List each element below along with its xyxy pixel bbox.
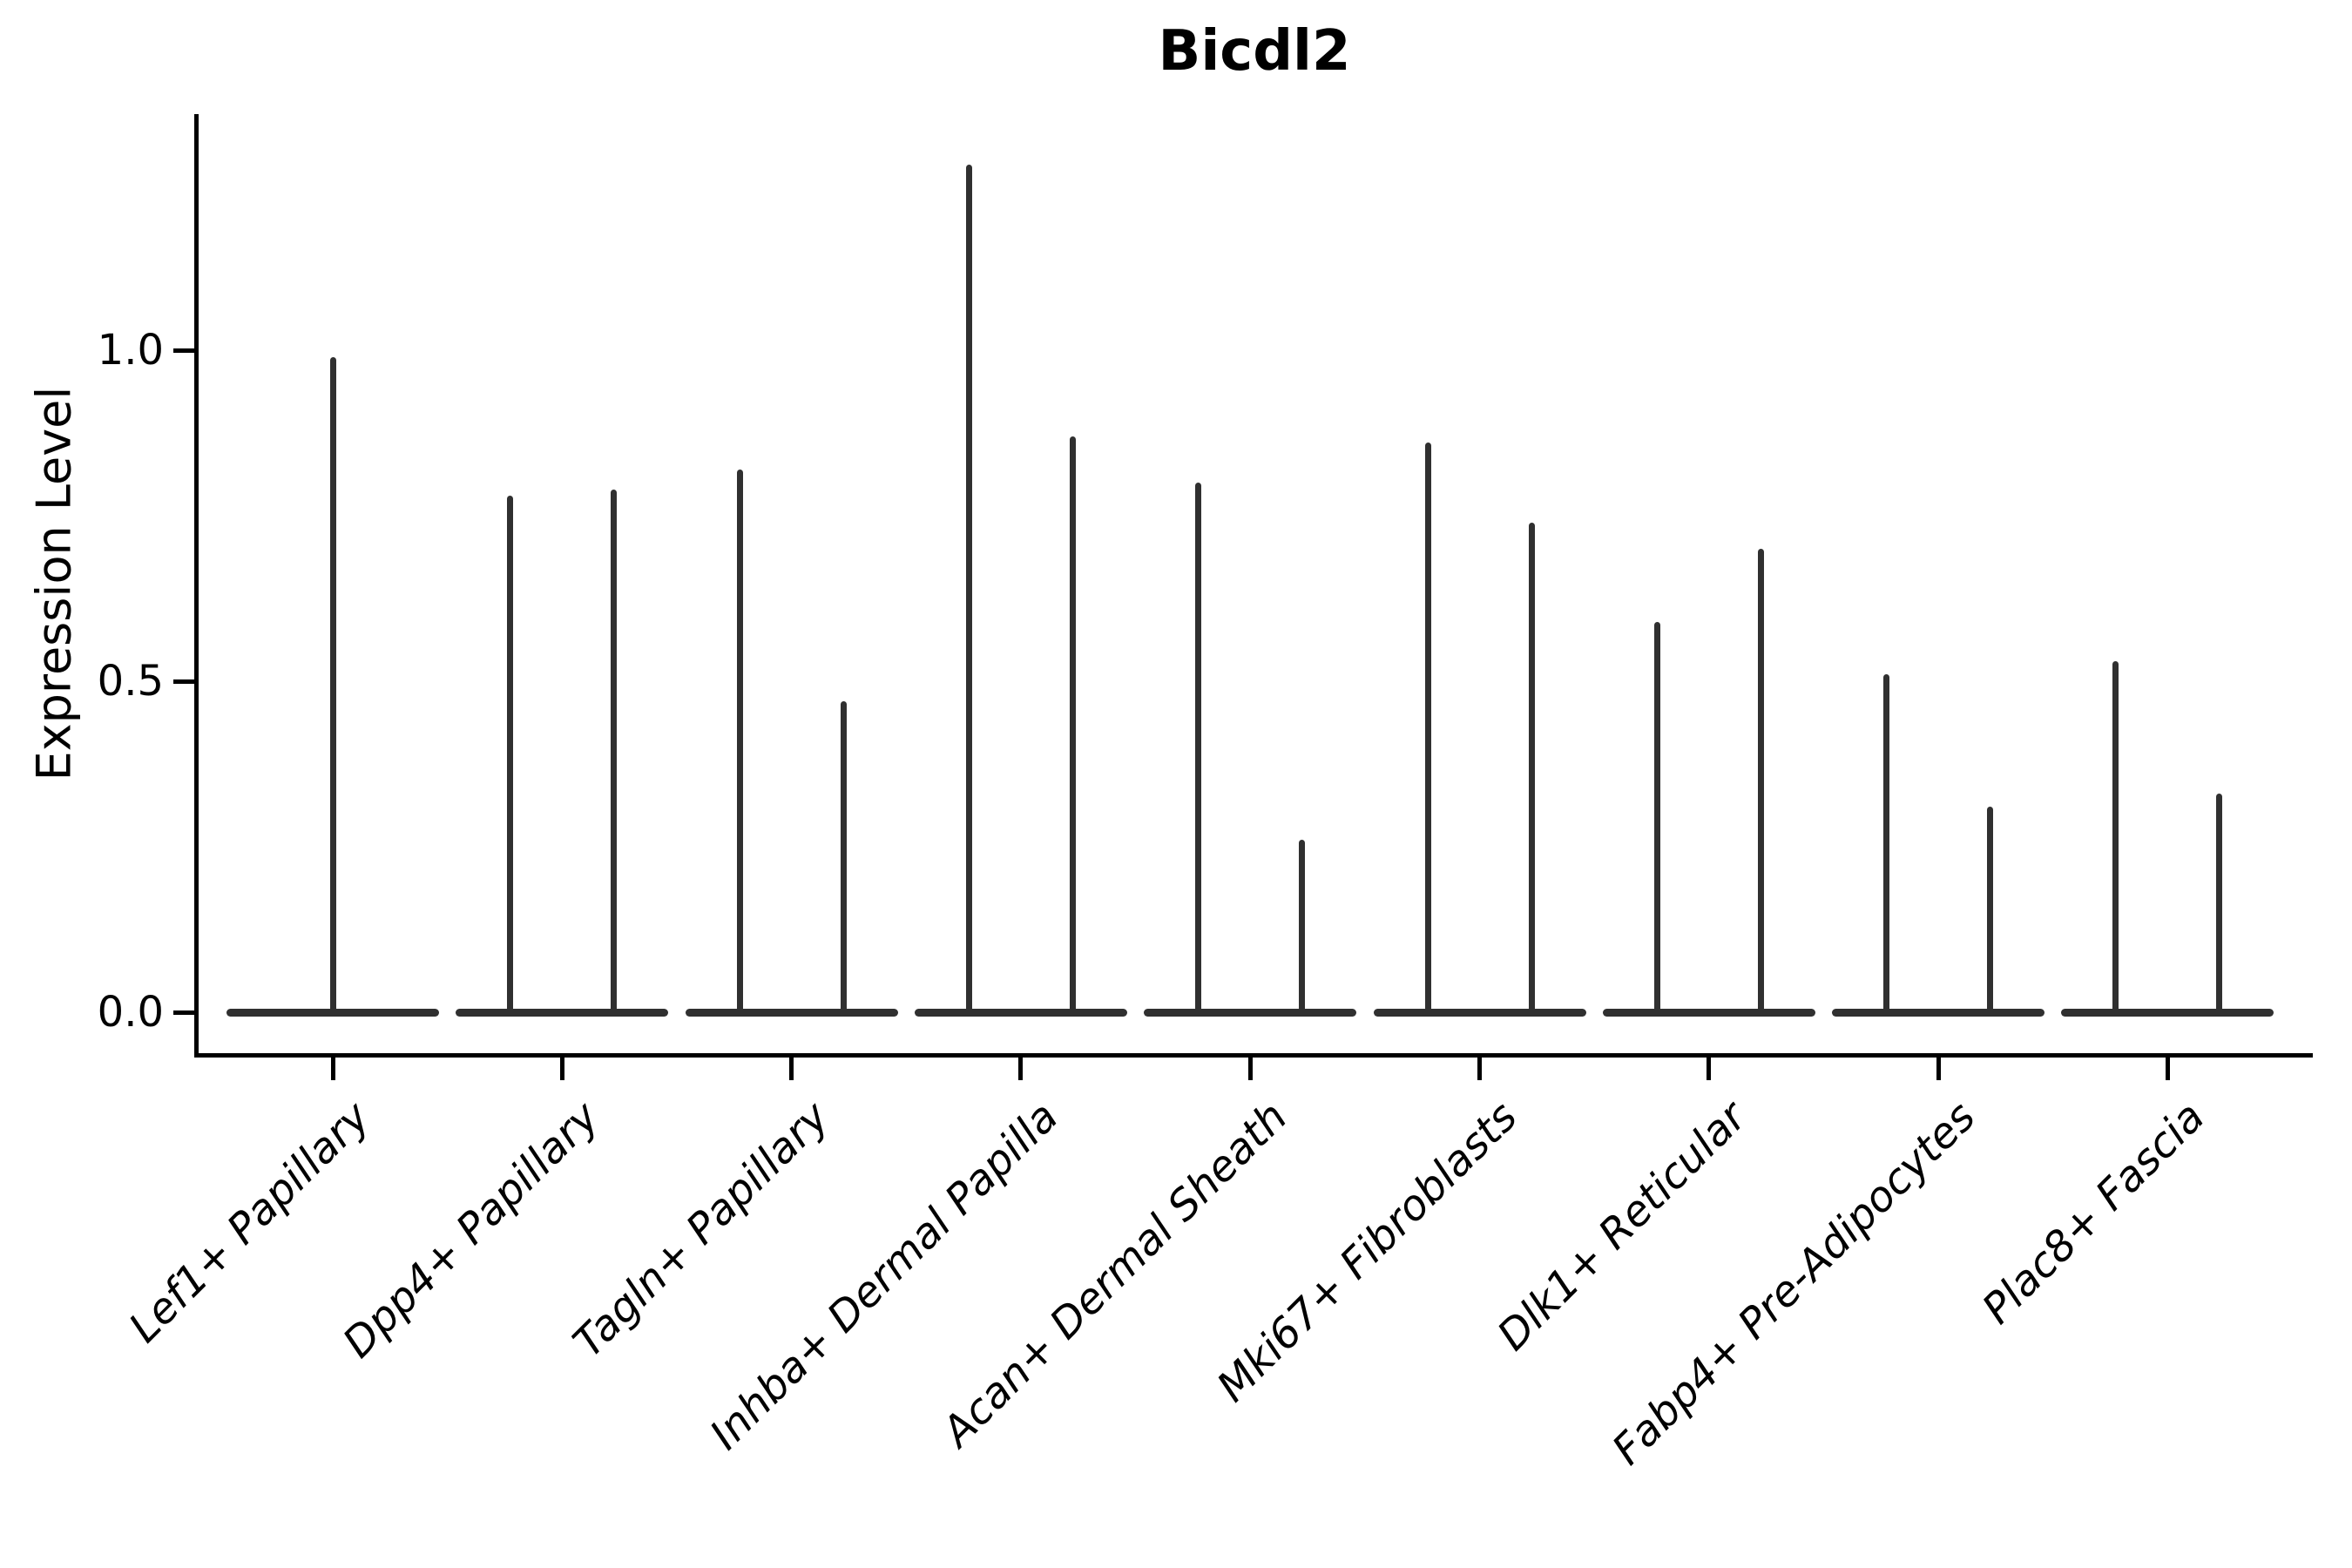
x-tick: [1247, 1058, 1253, 1080]
violin-spike: [1299, 840, 1306, 1015]
violin-spike: [1757, 549, 1764, 1015]
x-tick: [1936, 1058, 1941, 1080]
violin-base: [1832, 1008, 2045, 1017]
y-axis-spine: [194, 114, 199, 1058]
violin-spike: [1069, 436, 1076, 1015]
violin-spike: [2112, 661, 2119, 1015]
violin-base: [1602, 1008, 1815, 1017]
x-tick-label: Tagln+ Papillary: [563, 1092, 839, 1368]
x-tick: [2165, 1058, 2170, 1080]
x-axis-spine: [194, 1053, 2313, 1058]
violin-base: [2061, 1008, 2274, 1017]
violin-spike: [840, 700, 847, 1015]
x-tick: [1707, 1058, 1712, 1080]
x-tick: [789, 1058, 794, 1080]
violin-spike: [329, 356, 336, 1015]
violin-spike: [1987, 807, 1994, 1015]
x-tick-label: Dpp4+ Papillary: [334, 1092, 609, 1368]
y-tick: [173, 679, 194, 684]
x-tick: [1018, 1058, 1024, 1080]
violin-spike: [2216, 794, 2223, 1015]
y-tick-label: 0.0: [97, 988, 164, 1037]
violin-spike: [1883, 674, 1890, 1015]
violin-base: [685, 1008, 898, 1017]
violin-base: [456, 1008, 669, 1017]
violin-spike: [1424, 443, 1431, 1015]
chart-title: Bicdl2: [1158, 19, 1351, 84]
y-tick: [173, 1010, 194, 1015]
violin-spike: [507, 496, 514, 1015]
x-tick-label: Fabp4+ Pre-Adipocytes: [1603, 1092, 1985, 1475]
x-tick-label: Lef1+ Papillary: [119, 1092, 380, 1353]
violin-spike: [965, 165, 972, 1015]
violin-spike: [1195, 483, 1202, 1015]
violin-base: [1144, 1008, 1357, 1017]
y-tick-label: 1.0: [97, 326, 164, 375]
x-tick: [1477, 1058, 1482, 1080]
violin-spike: [1528, 522, 1535, 1015]
y-tick: [173, 348, 194, 353]
y-tick-label: 0.5: [97, 657, 164, 706]
violin-base: [1373, 1008, 1586, 1017]
x-tick: [330, 1058, 335, 1080]
x-tick: [559, 1058, 564, 1080]
x-tick-label: Plac8+ Fascia: [1973, 1092, 2214, 1334]
violin-spike: [736, 469, 743, 1015]
x-tick-label: Dlk1+ Reticular: [1488, 1092, 1756, 1361]
violin-base: [914, 1008, 1127, 1017]
violin-spike: [611, 489, 618, 1015]
y-axis-label: Expression Level: [26, 386, 82, 781]
violin-spike: [1653, 621, 1660, 1015]
